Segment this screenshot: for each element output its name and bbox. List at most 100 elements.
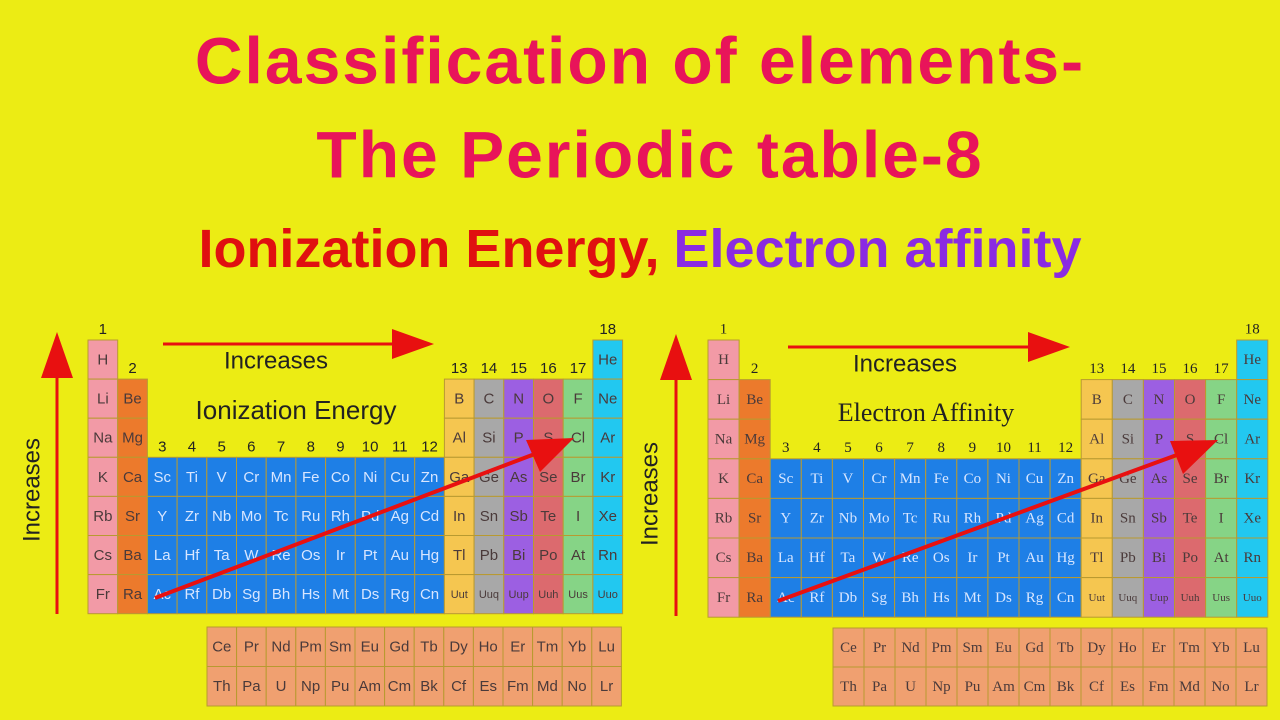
element-cell <box>236 495 267 536</box>
element-symbol: Rh <box>964 511 982 527</box>
element-symbol: Gd <box>1025 640 1044 656</box>
element-symbol: Po <box>539 547 557 564</box>
element-cell <box>472 626 504 667</box>
element-symbol: Rb <box>93 508 112 525</box>
arrow-head <box>660 334 692 380</box>
element-cell <box>146 535 178 576</box>
element-symbol: Zn <box>421 469 439 486</box>
element-cell <box>1080 418 1113 460</box>
element-symbol: Si <box>1122 431 1135 447</box>
element-cell <box>863 537 896 579</box>
element-cell <box>561 626 593 667</box>
element-symbol: Pm <box>931 640 951 656</box>
element-cell <box>443 626 474 667</box>
element-symbol: Sb <box>1151 511 1167 527</box>
group-label: 7 <box>906 440 914 456</box>
element-symbol: Sc <box>153 469 171 486</box>
element-cell <box>1142 379 1176 420</box>
element-cell <box>592 456 624 497</box>
group-label: 14 <box>1120 361 1136 377</box>
group-label: 2 <box>128 360 136 377</box>
element-symbol: Ra <box>746 590 763 606</box>
element-symbol: Ca <box>123 469 143 486</box>
element-symbol: Nd <box>901 640 920 656</box>
element-symbol: N <box>513 391 524 408</box>
element-symbol: S <box>543 430 553 447</box>
group-label: 13 <box>451 360 468 377</box>
element-symbol: Sn <box>1120 511 1136 527</box>
element-cell <box>925 577 958 618</box>
element-cell <box>1111 577 1144 618</box>
element-cell <box>800 537 833 579</box>
element-symbol: Uuq <box>479 589 499 601</box>
element-symbol: Co <box>964 471 982 487</box>
element-cell <box>707 577 740 618</box>
element-symbol: Cr <box>243 469 259 486</box>
element-symbol: U <box>905 679 916 695</box>
element-cell <box>1174 577 1207 618</box>
element-symbol: Zr <box>185 508 199 525</box>
element-cell <box>1018 458 1051 499</box>
group-label: 14 <box>481 360 498 377</box>
element-cell <box>738 379 771 420</box>
group-label: 10 <box>362 438 379 455</box>
element-cell <box>532 666 563 707</box>
element-symbol: Sg <box>871 590 887 606</box>
element-symbol: Se <box>539 469 557 486</box>
element-symbol: Os <box>301 547 320 564</box>
element-cell <box>1236 577 1269 618</box>
element-symbol: Mg <box>122 430 143 447</box>
element-symbol: Ru <box>932 511 950 527</box>
element-symbol: Ni <box>996 471 1011 487</box>
element-symbol: Uuo <box>1243 592 1262 604</box>
element-cell <box>738 537 771 579</box>
element-symbol: Cu <box>1026 471 1044 487</box>
element-symbol: Br <box>571 469 586 486</box>
element-symbol: Ne <box>1244 392 1262 408</box>
element-symbol: Np <box>932 679 950 695</box>
element-cell <box>592 378 624 419</box>
element-symbol: Es <box>1120 679 1135 695</box>
element-cell <box>1018 627 1051 668</box>
element-symbol: Pb <box>480 547 498 564</box>
element-cell <box>1018 537 1051 579</box>
element-cell <box>562 574 594 615</box>
group-label: 16 <box>1183 361 1199 377</box>
element-symbol: Ta <box>841 550 856 566</box>
element-cell <box>354 626 386 667</box>
element-symbol: Nb <box>212 508 231 525</box>
element-symbol: H <box>97 352 108 369</box>
element-cell <box>592 495 624 536</box>
element-symbol: Rf <box>184 586 200 603</box>
element-symbol: La <box>778 550 794 566</box>
element-symbol: Ds <box>995 590 1012 606</box>
element-symbol: No <box>567 678 586 695</box>
element-symbol: K <box>718 471 729 487</box>
group-label: 8 <box>938 440 946 456</box>
element-symbol: Tl <box>453 547 466 564</box>
group-label: 7 <box>277 438 285 455</box>
element-symbol: Rb <box>715 511 733 527</box>
element-symbol: Lr <box>600 678 613 695</box>
element-symbol: Pt <box>363 547 378 564</box>
element-cell <box>1205 418 1238 460</box>
element-symbol: Cm <box>1024 679 1046 695</box>
element-symbol: La <box>154 547 171 564</box>
element-symbol: Zr <box>810 511 824 527</box>
element-symbol: Tl <box>1090 550 1103 566</box>
group-label: 15 <box>510 360 527 377</box>
element-cell <box>384 666 415 707</box>
element-cell <box>956 666 989 707</box>
element-symbol: Zn <box>1057 471 1074 487</box>
element-symbol: O <box>1185 392 1196 408</box>
element-symbol: Uut <box>451 589 468 601</box>
arrow-diagonal <box>154 450 541 600</box>
element-symbol: In <box>453 508 466 525</box>
element-symbol: Am <box>992 679 1015 695</box>
element-cell <box>562 378 594 419</box>
element-cell <box>1142 577 1176 618</box>
element-cell <box>87 378 119 419</box>
element-cell <box>206 666 238 707</box>
element-cell <box>562 456 594 497</box>
